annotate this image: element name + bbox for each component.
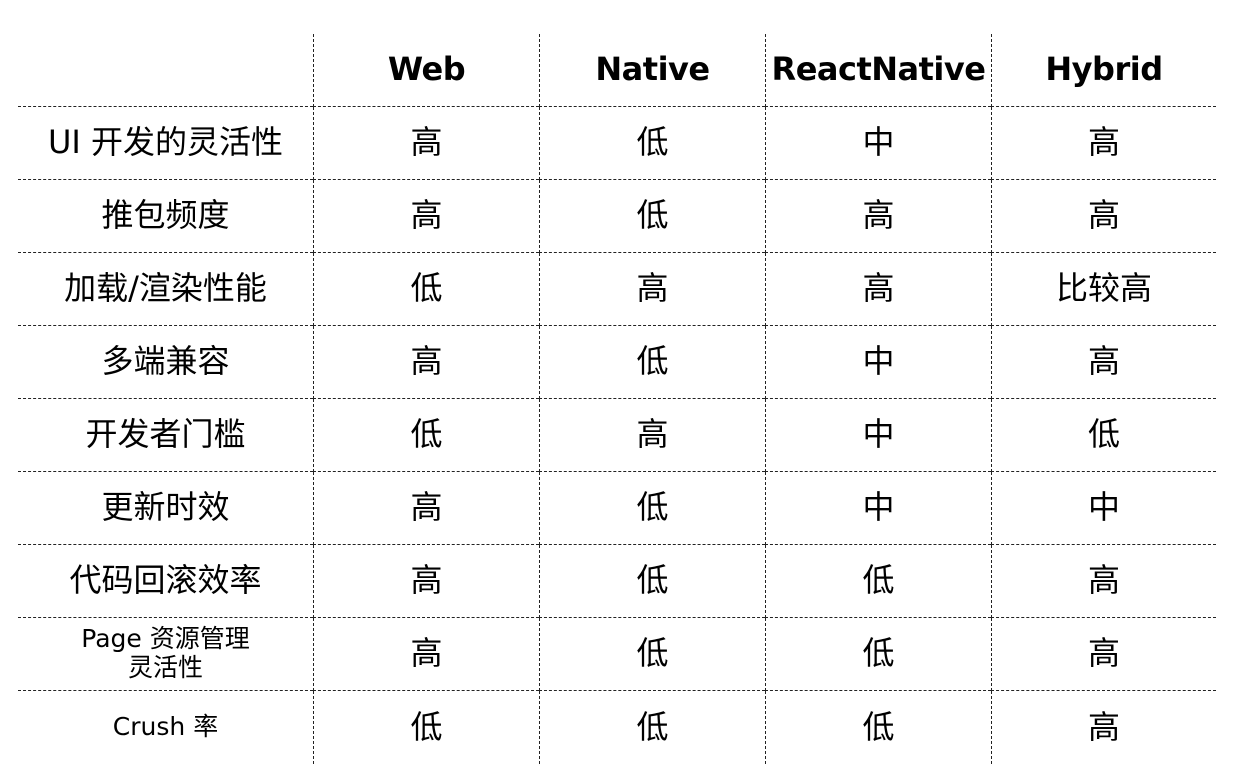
table-cell: 高 (313, 618, 539, 691)
row-label: 推包频度 (18, 180, 313, 253)
table-cell: 高 (991, 618, 1216, 691)
comparison-table: Web Native ReactNative Hybrid UI 开发的灵活性 … (18, 34, 1216, 764)
table-cell: 低 (991, 399, 1216, 472)
table-cell: 低 (539, 545, 765, 618)
row-label: 开发者门槛 (18, 399, 313, 472)
table-cell: 低 (539, 180, 765, 253)
table-cell: 高 (991, 180, 1216, 253)
table-cell: 高 (765, 180, 991, 253)
row-label-line-1: Page 资源管理 (81, 624, 250, 654)
table-cell: 高 (539, 253, 765, 326)
table-cell: 中 (765, 399, 991, 472)
table-cell: 高 (539, 399, 765, 472)
table-cell: 中 (765, 107, 991, 180)
row-label: 多端兼容 (18, 326, 313, 399)
table-cell: 高 (313, 107, 539, 180)
row-label: UI 开发的灵活性 (18, 107, 313, 180)
table-cell: 低 (539, 326, 765, 399)
table-cell: 高 (991, 545, 1216, 618)
header-corner (18, 34, 313, 107)
table-cell: 低 (765, 691, 991, 764)
table-cell: 高 (313, 326, 539, 399)
table-cell: 低 (539, 472, 765, 545)
row-label: 代码回滚效率 (18, 545, 313, 618)
table-cell: 高 (313, 472, 539, 545)
table-cell: 中 (765, 326, 991, 399)
table-cell: 低 (313, 253, 539, 326)
table-cell: 高 (991, 691, 1216, 764)
table-cell: 低 (313, 691, 539, 764)
table-cell: 低 (765, 545, 991, 618)
table-cell: 低 (765, 618, 991, 691)
column-header-hybrid: Hybrid (991, 34, 1216, 107)
table-cell: 高 (313, 545, 539, 618)
column-header-reactnative: ReactNative (765, 34, 991, 107)
table-cell: 低 (539, 691, 765, 764)
table-cell: 低 (539, 107, 765, 180)
table-cell: 低 (313, 399, 539, 472)
column-header-native: Native (539, 34, 765, 107)
row-label: Crush 率 (112, 712, 219, 742)
table-cell: 中 (991, 472, 1216, 545)
table-cell: 高 (991, 326, 1216, 399)
table-cell: 中 (765, 472, 991, 545)
row-label: 加载/渲染性能 (18, 253, 313, 326)
table-cell: 高 (991, 107, 1216, 180)
table-cell: 比较高 (991, 253, 1216, 326)
table-cell: 高 (765, 253, 991, 326)
table-cell: 低 (539, 618, 765, 691)
row-label: 更新时效 (18, 472, 313, 545)
row-label-line-2: 灵活性 (127, 653, 203, 682)
row-label: Page 资源管理 灵活性 (18, 618, 313, 691)
column-header-web: Web (313, 34, 539, 107)
table-cell: 高 (313, 180, 539, 253)
